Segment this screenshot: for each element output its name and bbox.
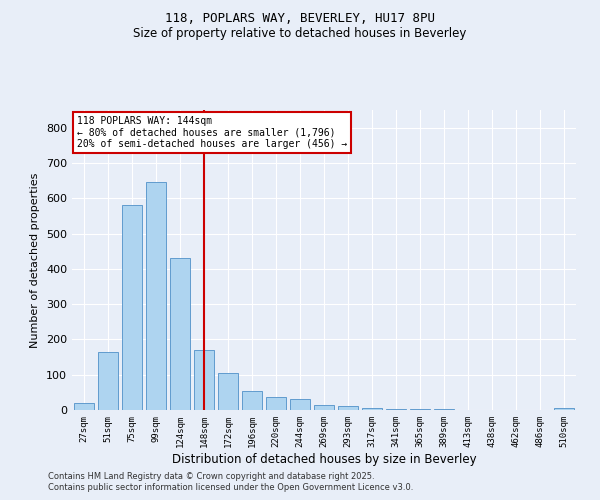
- Bar: [170, 258, 190, 410]
- Text: Contains public sector information licensed under the Open Government Licence v3: Contains public sector information licen…: [48, 484, 413, 492]
- Bar: [338, 406, 358, 410]
- Text: 118 POPLARS WAY: 144sqm
← 80% of detached houses are smaller (1,796)
20% of semi: 118 POPLARS WAY: 144sqm ← 80% of detache…: [77, 116, 347, 149]
- Bar: [242, 390, 262, 410]
- Bar: [266, 396, 286, 410]
- Bar: [98, 352, 118, 410]
- Bar: [554, 408, 574, 410]
- Bar: [362, 408, 382, 410]
- Text: Size of property relative to detached houses in Beverley: Size of property relative to detached ho…: [133, 28, 467, 40]
- Bar: [122, 206, 142, 410]
- Y-axis label: Number of detached properties: Number of detached properties: [31, 172, 40, 348]
- Bar: [74, 403, 94, 410]
- X-axis label: Distribution of detached houses by size in Beverley: Distribution of detached houses by size …: [172, 452, 476, 466]
- Bar: [290, 400, 310, 410]
- Text: Contains HM Land Registry data © Crown copyright and database right 2025.: Contains HM Land Registry data © Crown c…: [48, 472, 374, 481]
- Bar: [314, 404, 334, 410]
- Bar: [218, 373, 238, 410]
- Text: 118, POPLARS WAY, BEVERLEY, HU17 8PU: 118, POPLARS WAY, BEVERLEY, HU17 8PU: [165, 12, 435, 26]
- Bar: [194, 350, 214, 410]
- Bar: [146, 182, 166, 410]
